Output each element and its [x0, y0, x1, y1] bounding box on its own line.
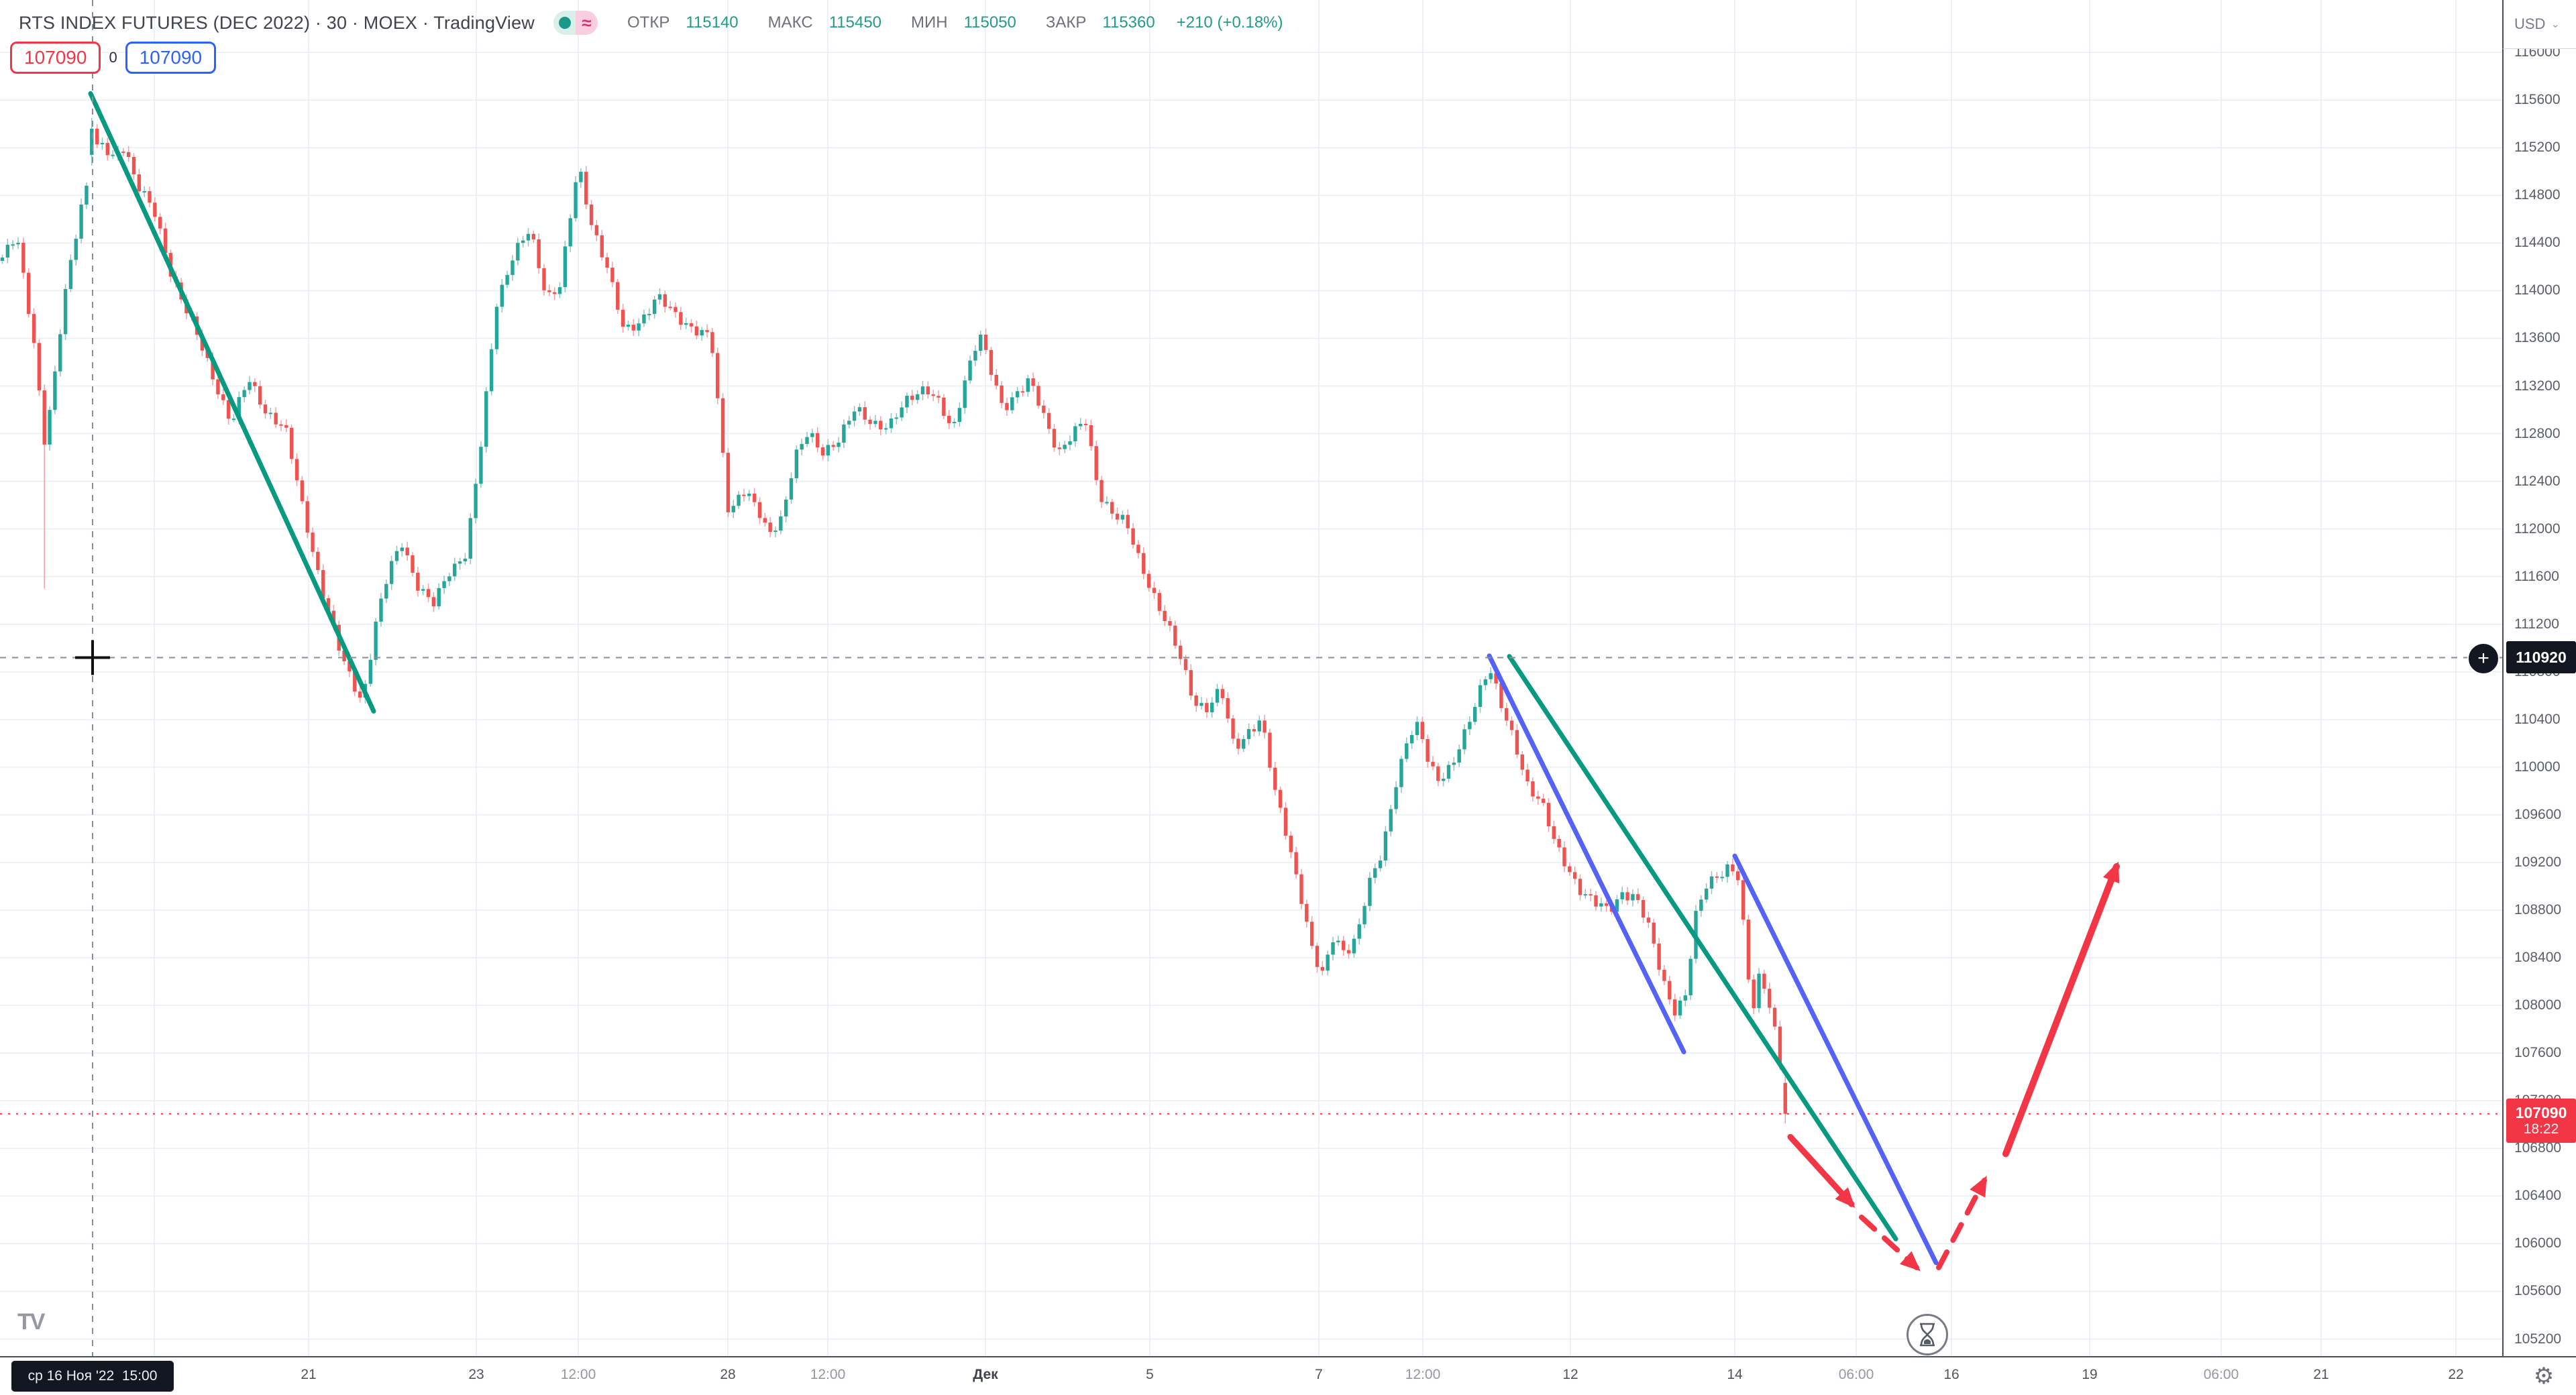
time-axis[interactable]: 12:00212312:002812:00Дек5712:00121406:00…: [0, 1356, 2576, 1395]
price-tick-label: 112400: [2514, 473, 2561, 489]
change-value: +210 (+0.18%): [1176, 13, 1283, 32]
price-tick-label: 108800: [2514, 902, 2562, 918]
price-tick-label: 115200: [2514, 140, 2561, 156]
chevron-down-icon: ⌄: [2551, 19, 2560, 30]
teal-trendline-1[interactable]: [88, 91, 376, 714]
symbol-title[interactable]: RTS INDEX FUTURES (DEC 2022) · 30 · MOEX…: [19, 12, 535, 33]
blue-trendline-2[interactable]: [1732, 853, 1939, 1266]
close-value: 115360: [1102, 13, 1155, 32]
red-arrow-up-dashed[interactable]: [1936, 1176, 1987, 1270]
price-tick-label: 108000: [2514, 997, 2562, 1013]
high-value: 115450: [828, 13, 882, 32]
close-label: ЗАКР: [1045, 13, 1087, 32]
time-tick-label: 22: [2448, 1367, 2464, 1382]
bar-countdown: 18:22: [2523, 1121, 2559, 1137]
tradingview-logo[interactable]: TV: [17, 1309, 45, 1335]
time-tick-label: 16: [1943, 1367, 1960, 1382]
time-tick-label: 28: [720, 1367, 736, 1382]
low-label: МИН: [911, 13, 948, 32]
time-tick-label: 06:00: [2203, 1367, 2239, 1382]
price-tick-label: 109200: [2514, 854, 2562, 870]
price-tick-label: 111200: [2514, 616, 2559, 632]
time-tick-label: 19: [2082, 1367, 2098, 1382]
delayed-data-icon: ≈: [576, 11, 598, 35]
crosshair-cursor: [75, 640, 110, 675]
add-alert-button[interactable]: +: [2467, 643, 2500, 675]
time-tick-label: 23: [468, 1367, 484, 1382]
price-tick-label: 105200: [2514, 1331, 2562, 1347]
price-tick-label: 106800: [2514, 1140, 2562, 1156]
open-value: 115140: [686, 13, 739, 32]
price-tick-label: 112800: [2514, 425, 2561, 441]
price-tick-label: 114400: [2514, 235, 2561, 251]
open-label: ОТКР: [627, 13, 670, 32]
price-tick-label: 112000: [2514, 520, 2561, 537]
sell-price-button[interactable]: 107090: [10, 42, 101, 74]
price-tick-label: 108400: [2514, 950, 2562, 966]
gear-icon[interactable]: ⚙: [2533, 1363, 2555, 1389]
currency-selector[interactable]: USD ⌄: [2502, 0, 2576, 49]
price-tick-label: 114000: [2514, 282, 2561, 298]
market-status-pill[interactable]: ≈: [553, 11, 598, 35]
time-tick-label: 14: [1727, 1367, 1743, 1382]
crosshair-time-label: ср 16 Ноя '22 15:00: [11, 1361, 174, 1392]
time-tick-label: Дек: [973, 1367, 998, 1382]
last-price-label[interactable]: 107090 18:22: [2506, 1099, 2576, 1143]
time-tick-label: 7: [1315, 1367, 1323, 1382]
time-tick-label: 21: [2313, 1367, 2329, 1382]
currency-label: USD: [2514, 15, 2546, 32]
price-tick-label: 115600: [2514, 92, 2561, 108]
order-panel: 107090 0 107090: [10, 42, 217, 74]
price-axis[interactable]: 116000 115600 115200 114800 114400 114000 1136…: [2502, 0, 2576, 1395]
quantity-value[interactable]: 0: [109, 49, 117, 66]
crosshair-price-label: 110920: [2506, 641, 2576, 674]
price-tick-label: 110400: [2514, 711, 2561, 727]
time-tick-label: 5: [1146, 1367, 1154, 1382]
price-tick-label: 111600: [2514, 568, 2559, 584]
time-tick-label: 21: [301, 1367, 317, 1382]
price-tick-label: 113600: [2514, 330, 2561, 346]
high-label: МАКС: [767, 13, 813, 32]
time-tick-label: 12:00: [810, 1367, 846, 1382]
price-tick-label: 107600: [2514, 1045, 2562, 1061]
teal-trendline-2[interactable]: [1507, 654, 1898, 1241]
market-open-icon: [553, 11, 576, 35]
time-tick-label: 12:00: [560, 1367, 596, 1382]
blue-trendline-1[interactable]: [1487, 653, 1686, 1054]
time-tick-label: 12: [1562, 1367, 1578, 1382]
price-tick-label: 105600: [2514, 1283, 2562, 1299]
buy-price-button[interactable]: 107090: [125, 42, 217, 74]
hourglass-icon[interactable]: [1907, 1314, 1948, 1355]
last-price-value: 107090: [2515, 1104, 2567, 1121]
price-tick-label: 113200: [2514, 378, 2561, 394]
chart-legend: RTS INDEX FUTURES (DEC 2022) · 30 · MOEX…: [19, 11, 1283, 35]
price-tick-label: 114800: [2514, 187, 2561, 203]
red-arrow-down-dashed[interactable]: [1859, 1214, 1921, 1272]
price-tick-label: 106400: [2514, 1188, 2562, 1204]
low-value: 115050: [963, 13, 1016, 32]
price-tick-label: 110000: [2514, 759, 2561, 775]
candles: [0, 117, 1787, 1124]
price-tick-label: 106000: [2514, 1235, 2562, 1251]
time-tick-label: 06:00: [1838, 1367, 1874, 1382]
red-arrow-up-solid[interactable]: [2002, 861, 2120, 1158]
time-tick-label: 12:00: [1405, 1367, 1441, 1382]
price-tick-label: 109600: [2514, 806, 2562, 822]
red-arrow-down-solid[interactable]: [1787, 1133, 1856, 1209]
